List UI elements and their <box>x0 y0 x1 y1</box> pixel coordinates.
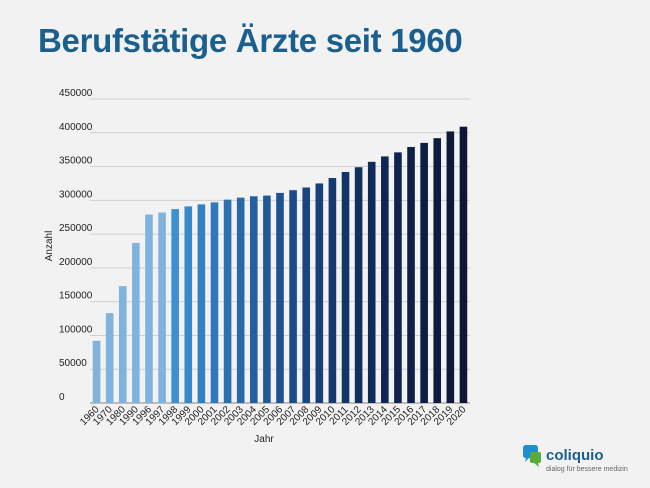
x-axis-label: Jahr <box>254 434 274 445</box>
chart-title: Berufstätige Ärzte seit 1960 <box>38 22 463 59</box>
bar-2015 <box>394 152 402 403</box>
bar-2020 <box>459 126 468 403</box>
y-tick-label: 350000 <box>59 156 93 167</box>
y-tick-label: 150000 <box>59 291 93 302</box>
bars <box>92 126 468 403</box>
logo-tagline: dialog für bessere medizin <box>546 466 628 473</box>
bar-1970 <box>105 313 114 403</box>
bar-2004 <box>249 196 258 403</box>
bar-2009 <box>315 183 324 403</box>
bar-1996 <box>145 214 153 403</box>
bar-1997 <box>158 212 166 403</box>
bar-2000 <box>197 204 206 403</box>
speech-bubble-icon <box>523 445 541 467</box>
y-tick-label: 200000 <box>59 257 93 268</box>
bar-2006 <box>276 192 284 403</box>
bar-1960 <box>92 340 101 403</box>
bar-2016 <box>407 146 415 403</box>
bar-2017 <box>420 142 428 403</box>
bar-2010 <box>328 178 337 403</box>
x-tick-labels: 1960197019801990199619971998199920002001… <box>78 404 469 428</box>
logo-name: coliquio <box>546 447 604 464</box>
bar-2013 <box>367 161 376 403</box>
bar-1990 <box>132 242 140 403</box>
y-tick-label: 50000 <box>59 358 87 369</box>
bar-2019 <box>446 131 455 403</box>
bar-2008 <box>302 187 311 403</box>
y-tick-label: 300000 <box>59 189 93 200</box>
bar-2007 <box>289 190 297 403</box>
bar-2018 <box>433 138 442 403</box>
y-tick-label: 100000 <box>59 324 93 335</box>
bar-1980 <box>118 286 127 403</box>
bar-2003 <box>236 197 245 403</box>
bar-2012 <box>354 167 363 403</box>
bar-1998 <box>171 209 179 403</box>
y-tick-label: 250000 <box>59 223 93 234</box>
coliquio-logo: coliquio dialog für bessere medizin <box>521 444 631 480</box>
bar-1999 <box>184 206 193 403</box>
y-tick-label: 450000 <box>59 88 93 99</box>
y-tick-label: 0 <box>59 392 65 403</box>
y-tick-labels: 0 50000 100000 150000 200000 250000 300000 3500… <box>59 88 93 403</box>
bar-2001 <box>210 202 219 403</box>
y-axis-label: Anzahl <box>44 231 55 262</box>
bar-2005 <box>263 195 271 403</box>
bar-2002 <box>223 199 232 403</box>
bar-2014 <box>381 156 389 403</box>
bar-2011 <box>341 171 350 403</box>
y-tick-label: 400000 <box>59 122 93 133</box>
